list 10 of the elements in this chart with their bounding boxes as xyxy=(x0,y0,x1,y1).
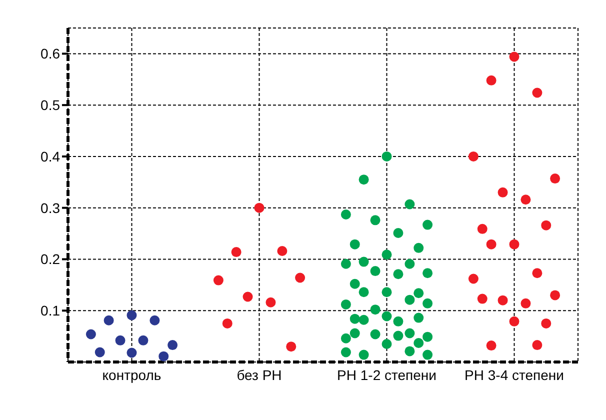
x-tick-label: РН 1-2 степени xyxy=(337,366,436,383)
y-tick-label: 0.2 xyxy=(40,251,60,268)
x-tick-label: контроль xyxy=(102,366,162,383)
y-tick-label: 0.4 xyxy=(40,148,60,164)
y-tick-label: 0.3 xyxy=(40,200,60,216)
y-tick-label: 0.1 xyxy=(40,302,60,319)
y-tick-label: 0.6 xyxy=(40,46,60,62)
x-tick-label: РН 3-4 степени xyxy=(464,366,564,383)
x-tick-label: без РН xyxy=(236,366,282,383)
y-tick-label: 0.5 xyxy=(40,97,60,114)
